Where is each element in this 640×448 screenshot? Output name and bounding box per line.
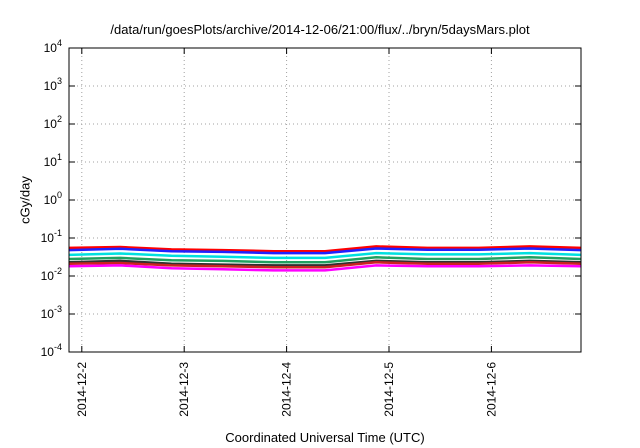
series-line-5	[68, 259, 582, 267]
y-tick-label: 101	[44, 152, 62, 169]
x-tick-label: 2014-12-4	[280, 362, 294, 417]
x-axis-ticks: 2014-12-2 2014-12-3 2014-12-4 2014-12-5 2014…	[75, 48, 498, 417]
y-tick-label: 103	[44, 76, 62, 93]
series-line-1	[68, 245, 582, 253]
y-tick-label: 100	[44, 190, 62, 207]
series-line-4	[68, 256, 582, 264]
y-tick-label: 10-3	[41, 304, 62, 321]
series-line-3	[68, 251, 582, 260]
y-tick-label: 10-1	[41, 228, 62, 245]
y-tick-label: 102	[44, 114, 62, 131]
y-axis-ticks: 10-4 10-3 10-2 10-1 100 101 102 103 104	[41, 38, 581, 359]
series-line-2	[68, 247, 582, 255]
x-tick-label: 2014-12-5	[382, 362, 396, 417]
x-tick-label: 2014-12-6	[484, 362, 498, 417]
y-tick-label: 104	[44, 38, 62, 55]
x-axis-label: Coordinated Universal Time (UTC)	[225, 430, 425, 445]
y-tick-label: 10-2	[41, 266, 62, 283]
grid-lines	[69, 48, 581, 352]
y-tick-label: 10-4	[41, 342, 62, 359]
chart-title: /data/run/goesPlots/archive/2014-12-06/2…	[110, 22, 530, 37]
series-line-6	[68, 261, 582, 269]
x-tick-label: 2014-12-2	[75, 362, 89, 417]
series-group	[68, 245, 582, 272]
x-tick-label: 2014-12-3	[177, 362, 191, 417]
series-line-7	[68, 264, 582, 272]
